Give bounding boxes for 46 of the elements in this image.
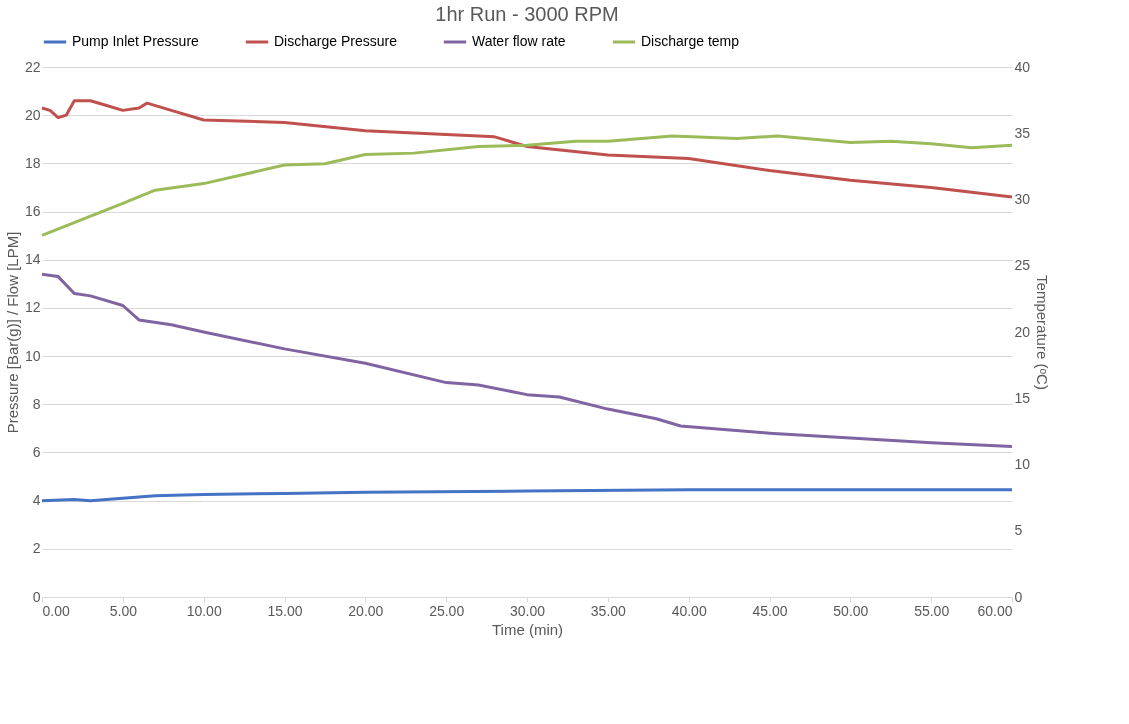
y-tick-label: 22	[24, 58, 41, 75]
legend-label: Discharge Pressure	[274, 33, 398, 49]
y-tick-label: 18	[24, 154, 41, 171]
x-tick-label: 40.00	[671, 602, 707, 619]
y2-tick-label: 40	[1014, 58, 1031, 75]
y-tick-label: 4	[32, 492, 41, 509]
y2-tick-label: 0	[1014, 588, 1023, 605]
y2-tick-label: 5	[1014, 522, 1023, 539]
y-axis-title: Pressure [Bar(g)] / Flow [LPM]	[3, 231, 21, 434]
x-tick-label: 15.00	[267, 602, 303, 619]
line-series	[40, 488, 1014, 503]
x-tick-label: 5.00	[109, 602, 138, 619]
x-axis-title: Time (min)	[491, 620, 564, 638]
line-series	[40, 99, 1014, 199]
y-tick-label: 0	[32, 588, 41, 605]
y-tick-label: 14	[24, 251, 41, 268]
x-tick-label: 10.00	[186, 602, 222, 619]
x-tick-label: 20.00	[348, 602, 384, 619]
y2-axis-title: Temperature (ᵒC)	[1034, 275, 1052, 390]
x-tick-label: 45.00	[752, 602, 788, 619]
y-tick-label: 2	[32, 540, 41, 557]
x-tick-label: 55.00	[914, 602, 950, 619]
x-tick-label: 0.00	[42, 602, 70, 619]
x-tick-label: 25.00	[429, 602, 465, 619]
y2-tick-label: 15	[1014, 389, 1031, 406]
line-series	[40, 272, 1014, 448]
y-tick-label: 16	[24, 203, 41, 220]
legend-label: Discharge temp	[641, 33, 740, 49]
x-tick-label: 30.00	[509, 602, 546, 619]
x-tick-label: 50.00	[833, 602, 869, 619]
x-tick-label: 35.00	[590, 602, 627, 619]
line-series	[40, 134, 1014, 237]
y-tick-label: 6	[32, 443, 41, 460]
y2-tick-label: 20	[1014, 323, 1031, 340]
y-tick-label: 8	[32, 395, 41, 412]
y-tick-label: 10	[24, 347, 41, 364]
legend-label: Pump Inlet Pressure	[72, 33, 200, 49]
y-tick-label: 12	[24, 299, 41, 316]
x-tick-label: 60.00	[977, 602, 1013, 619]
chart-title: 1hr Run - 3000 RPM	[435, 3, 619, 25]
y2-tick-label: 25	[1014, 257, 1031, 274]
y2-tick-label: 30	[1014, 191, 1031, 207]
y2-tick-label: 10	[1014, 456, 1031, 472]
y2-tick-label: 35	[1014, 124, 1031, 141]
y-tick-label: 20	[24, 106, 41, 123]
legend-label: Water flow rate	[472, 33, 566, 49]
